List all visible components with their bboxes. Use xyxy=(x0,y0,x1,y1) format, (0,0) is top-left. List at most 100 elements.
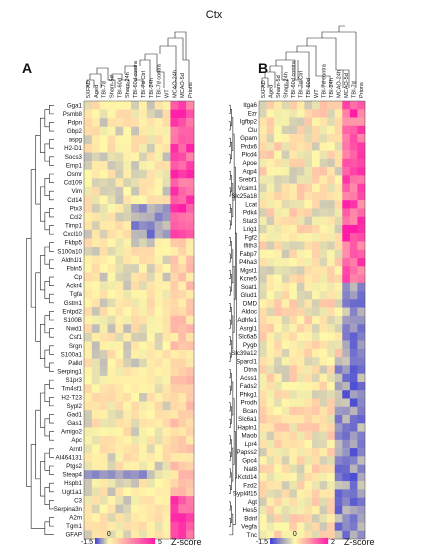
heatmap-cell xyxy=(170,410,179,419)
heatmap-cell xyxy=(146,247,155,256)
heatmap-cell xyxy=(162,487,171,497)
heatmap-cell xyxy=(289,431,298,441)
colorbar-swatch xyxy=(150,538,153,544)
heatmap-cell xyxy=(266,324,275,333)
heatmap-cell xyxy=(304,381,313,391)
colorbar-swatch xyxy=(278,538,281,544)
heatmap-cell xyxy=(281,101,290,110)
row-label: Pdpn xyxy=(68,119,83,126)
column-label: Sham-24h xyxy=(125,72,131,98)
heatmap-cell xyxy=(357,299,366,308)
heatmap-cell xyxy=(186,152,195,162)
heatmap-cell xyxy=(334,307,343,317)
heatmap-cell xyxy=(259,381,267,391)
heatmap-cell xyxy=(327,167,335,176)
heatmap-cell xyxy=(91,143,100,153)
heatmap-cell xyxy=(131,521,140,531)
heatmap-cell xyxy=(131,221,140,231)
heatmap-cell xyxy=(123,126,132,136)
row-label: aspg xyxy=(69,137,83,144)
heatmap-cell xyxy=(274,142,282,151)
heatmap-cell xyxy=(115,212,124,222)
heatmap-cell xyxy=(186,332,195,342)
heatmap-cell xyxy=(91,435,100,445)
colorbar-swatch xyxy=(306,538,308,544)
heatmap-cell xyxy=(131,496,140,505)
heatmap-cell xyxy=(123,367,132,377)
heatmap-cell xyxy=(107,324,116,334)
heatmap-cell xyxy=(342,101,351,110)
row-label: Socs3 xyxy=(65,154,83,161)
heatmap-cell xyxy=(266,348,275,358)
heatmap-cell xyxy=(342,464,351,474)
heatmap-cell xyxy=(281,208,290,217)
heatmap-cell xyxy=(99,247,108,256)
heatmap-cell xyxy=(342,514,351,523)
heatmap-cell xyxy=(170,212,179,222)
heatmap-cell xyxy=(349,431,358,441)
heatmap-cell xyxy=(131,109,140,119)
heatmap-cell xyxy=(84,212,93,222)
colorbar-swatch xyxy=(95,538,97,544)
heatmap-cell xyxy=(162,315,171,325)
colorbar-swatch xyxy=(141,538,144,544)
heatmap-cell xyxy=(107,410,116,419)
heatmap-cell xyxy=(131,341,140,351)
heatmap-cell xyxy=(107,530,116,540)
heatmap-cell xyxy=(123,470,132,480)
heatmap-cell xyxy=(334,398,343,407)
heatmap-cell xyxy=(107,375,116,385)
heatmap-cell xyxy=(289,109,298,118)
heatmap-cell xyxy=(84,401,93,411)
heatmap-cell xyxy=(139,496,148,505)
heatmap-cell xyxy=(178,530,187,540)
heatmap-cell xyxy=(319,224,328,234)
row-label: Fbln5 xyxy=(67,265,83,272)
heatmap-cell xyxy=(266,241,275,250)
heatmap-cell xyxy=(357,282,366,292)
heatmap-cell xyxy=(334,241,343,250)
heatmap-cell xyxy=(84,435,93,445)
heatmap-cell xyxy=(178,401,187,411)
heatmap-cell xyxy=(274,481,282,490)
heatmap-cell xyxy=(162,470,171,480)
row-label: Srebf1 xyxy=(239,177,258,184)
heatmap-cell xyxy=(131,367,140,377)
heatmap-cell xyxy=(186,375,195,385)
heatmap-cell xyxy=(123,229,132,239)
heatmap-cell xyxy=(304,191,313,201)
heatmap-cell xyxy=(139,281,148,291)
heatmap-cell xyxy=(139,350,148,359)
heatmap-cell xyxy=(304,464,313,474)
heatmap-cell xyxy=(99,393,108,402)
heatmap-cell xyxy=(304,134,313,143)
heatmap-cell xyxy=(304,448,313,457)
colorbar-swatch xyxy=(317,538,320,544)
row-label: Timp1 xyxy=(65,223,83,230)
heatmap-cell xyxy=(139,427,148,437)
heatmap-cell xyxy=(115,118,124,127)
heatmap-cell xyxy=(170,186,179,196)
heatmap-cell xyxy=(334,175,343,184)
heatmap-cell xyxy=(357,373,366,383)
heatmap-cell xyxy=(99,453,108,462)
heatmap-cell xyxy=(84,178,93,188)
heatmap-cell xyxy=(99,410,108,419)
heatmap-cell xyxy=(274,191,282,201)
heatmap-cell xyxy=(274,505,282,515)
heatmap-cell xyxy=(259,150,267,160)
colorbar-swatch xyxy=(108,538,111,544)
heatmap-cell xyxy=(334,117,343,126)
heatmap-cell xyxy=(274,183,282,193)
heatmap-cell xyxy=(139,143,148,153)
heatmap-cell xyxy=(319,472,328,482)
heatmap-cell xyxy=(281,167,290,176)
heatmap-cell xyxy=(123,384,132,394)
heatmap-cell xyxy=(186,212,195,222)
heatmap-cell xyxy=(296,224,305,234)
heatmap-cell xyxy=(186,401,195,411)
heatmap-cell xyxy=(349,158,358,168)
heatmap-cell xyxy=(274,274,282,284)
row-label: Vim xyxy=(71,188,82,195)
heatmap-cell xyxy=(289,315,298,325)
